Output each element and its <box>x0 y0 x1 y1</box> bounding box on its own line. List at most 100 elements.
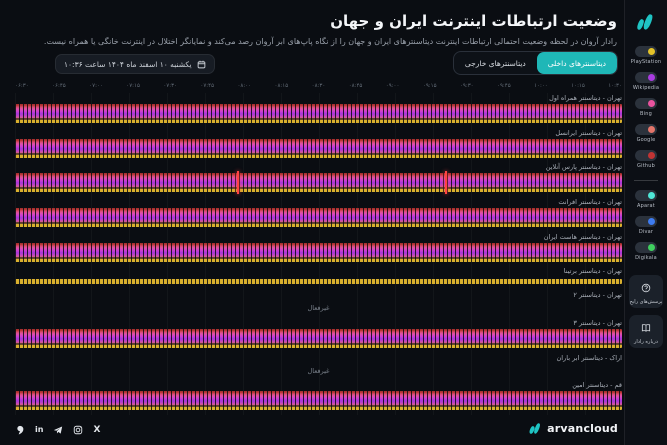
toggle-switch-digikala[interactable] <box>635 242 657 253</box>
virgool-icon[interactable] <box>15 425 25 435</box>
time-tick-label: ۰۶:۳۰ <box>15 83 29 89</box>
legend-label: Digikala <box>635 255 657 261</box>
legend-label: PlayStation <box>630 59 662 65</box>
toggle-knob-icon <box>648 48 655 55</box>
datacenter-row-label: تهران - دیتاسنتر افرانت <box>558 198 622 207</box>
datacenter-row: اراک - دیتاسنتر ابر باران غیرفعال <box>15 353 622 381</box>
time-axis: ۰۶:۳۰ ۰۶:۴۵ ۰۷:۰۰ ۰۷:۱۵ ۰۷:۳۰ ۰۷:۴۵ ۰۸:۰۰ ۰۸:۱۵… <box>15 83 622 91</box>
legend-toggle-aparat: Aparat <box>635 190 657 209</box>
legend-toggle-digikala: Digikala <box>635 242 657 261</box>
toggle-switch-google[interactable] <box>635 124 657 135</box>
datacenter-row: تهران - دیتاسنتر افرانت <box>15 197 622 232</box>
datacenter-row-label: تهران - دیتاسنتر ۲ <box>573 291 622 300</box>
sidebar-button-faq[interactable]: پرسش‌های رایج <box>629 275 663 308</box>
datacenter-row: تهران - دیتاسنتر ایرانسل <box>15 128 622 163</box>
sidebar-actions: پرسش‌های رایج درباره رادار <box>629 268 663 348</box>
toggle-switch-wikipedia[interactable] <box>635 72 657 83</box>
legend-toggle-github: Github <box>635 150 657 169</box>
arvancloud-brand[interactable]: arvancloud <box>528 421 618 435</box>
sidebar-button-about-radar[interactable]: درباره رادار <box>629 315 663 348</box>
toggle-knob-icon <box>648 152 655 159</box>
time-tick-label: ۰۸:۰۰ <box>237 83 252 89</box>
time-tick-label: ۱۰:۰۰ <box>534 83 548 89</box>
toggle-switch-bing[interactable] <box>635 98 657 109</box>
toggle-knob-icon <box>648 74 655 81</box>
outage-spike <box>237 171 240 195</box>
toggle-switch-aparat[interactable] <box>635 190 657 201</box>
question-circle-icon <box>641 278 651 297</box>
right-sidebar: PlayStation Wikipedia Bing Google Github Apar… <box>624 0 667 445</box>
legend-toggle-google: Google <box>635 124 657 143</box>
time-tick-label: ۰۷:۳۰ <box>163 83 177 89</box>
time-tick-label: ۱۰:۱۵ <box>571 83 585 89</box>
datacenter-row-label: تهران - دیتاسنتر همراه اول <box>549 94 622 102</box>
time-tick-label: ۰۸:۱۵ <box>274 83 289 89</box>
time-tick-label: ۰۸:۳۰ <box>311 83 326 89</box>
legend-label: Github <box>637 163 655 169</box>
time-tick-label: ۰۷:۴۵ <box>200 83 215 89</box>
datacenter-row: تهران - دیتاسنتر همراه اول <box>15 93 622 128</box>
datacenter-row: تهران - دیتاسنتر ۳ <box>15 318 622 353</box>
time-tick-label: ۰۷:۱۵ <box>126 83 140 89</box>
legend-label: Wikipedia <box>632 85 660 91</box>
tab-external-datacenters[interactable]: دیتاسنترهای خارجی <box>454 52 537 74</box>
datacenter-row-label: تهران - دیتاسنتر هاست ایران <box>543 232 622 241</box>
telegram-icon[interactable] <box>53 425 63 435</box>
datacenter-row: قم - دیتاسنتر امین <box>15 380 622 415</box>
x-icon[interactable]: X <box>93 425 101 435</box>
legend-label: Google <box>636 137 656 143</box>
time-tick-label: ۰۹:۰۰ <box>385 83 400 89</box>
sidebar-button-label: پرسش‌های رایج <box>629 299 663 305</box>
inactive-note: غیرفعال <box>307 304 330 313</box>
sidebar-button-label: درباره رادار <box>633 339 658 345</box>
inactive-note: غیرفعال <box>307 366 330 375</box>
datacenter-row-label: تهران - دیتاسنتر پارس آنلاین <box>545 163 622 172</box>
arvancloud-wordmark: arvancloud <box>547 421 618 435</box>
legend-label: Aparat <box>637 203 655 209</box>
social-links: in X <box>15 425 100 435</box>
tab-internal-datacenters[interactable]: دیتاسنترهای داخلی <box>536 52 617 74</box>
toggle-knob-icon <box>648 100 655 107</box>
legend-groups: PlayStation Wikipedia Bing Google Github Apar… <box>631 46 661 268</box>
toggle-knob-icon <box>648 218 655 225</box>
toggle-knob-icon <box>648 192 655 199</box>
time-tick-label: ۰۶:۴۵ <box>52 83 66 89</box>
time-tick-label: ۰۷:۰۰ <box>89 83 103 89</box>
connectivity-heatmap-strip <box>15 171 622 195</box>
page-subtitle: رادار آروان در لحظه وضعیت احتمالی ارتباط… <box>43 37 617 46</box>
toggle-switch-github[interactable] <box>635 150 657 161</box>
connectivity-heatmap-strip <box>15 138 622 158</box>
datacenter-row-label: تهران - دیتاسنتر برتینا <box>563 267 622 276</box>
legend-label: Bing <box>640 111 652 117</box>
connectivity-heatmap-strip <box>15 242 622 262</box>
instagram-icon[interactable] <box>73 425 83 435</box>
connectivity-partial-strip <box>15 279 622 285</box>
toggle-switch-playstation[interactable] <box>635 46 657 57</box>
book-icon <box>641 318 651 337</box>
date-chip[interactable]: یکشنبه ۱۰ اسفند ماه ۱۴۰۴ ساعت ۱۰:۳۶ <box>55 54 215 74</box>
datacenter-row-label: اراک - دیتاسنتر ابر باران <box>556 353 623 362</box>
legend-toggle-divar: Divar <box>635 216 657 235</box>
time-tick-label: ۰۹:۴۵ <box>497 83 511 89</box>
datacenter-row: تهران - دیتاسنتر هاست ایران <box>15 232 622 267</box>
linkedin-icon[interactable]: in <box>35 425 44 434</box>
legend-toggle-playstation: PlayStation <box>631 46 661 65</box>
toggle-knob-icon <box>648 126 655 133</box>
datacenter-row-label: قم - دیتاسنتر امین <box>572 381 622 390</box>
time-tick-label: ۰۹:۱۵ <box>422 83 437 89</box>
outage-spike <box>444 171 447 195</box>
legend-label: Divar <box>638 229 654 235</box>
legend-divider <box>634 180 658 181</box>
datacenter-filter-tabs: دیتاسنترهای داخلی دیتاسنترهای خارجی <box>452 51 618 75</box>
datacenter-rows: تهران - دیتاسنتر همراه اول تهران - دیتاسن… <box>15 93 622 415</box>
calendar-icon <box>197 60 205 68</box>
legend-toggle-wikipedia: Wikipedia <box>633 72 659 91</box>
toggle-switch-divar[interactable] <box>635 216 657 227</box>
connectivity-heatmap-strip <box>15 328 622 348</box>
legend-toggle-bing: Bing <box>635 98 657 117</box>
connectivity-heatmap-strip <box>15 208 622 228</box>
datacenter-row-label: تهران - دیتاسنتر ۳ <box>573 318 622 327</box>
datacenter-row: تهران - دیتاسنتر ۲ غیرفعال <box>15 290 622 318</box>
arvancloud-logo-icon[interactable] <box>636 12 656 32</box>
datacenter-row-label: تهران - دیتاسنتر ایرانسل <box>555 128 622 137</box>
